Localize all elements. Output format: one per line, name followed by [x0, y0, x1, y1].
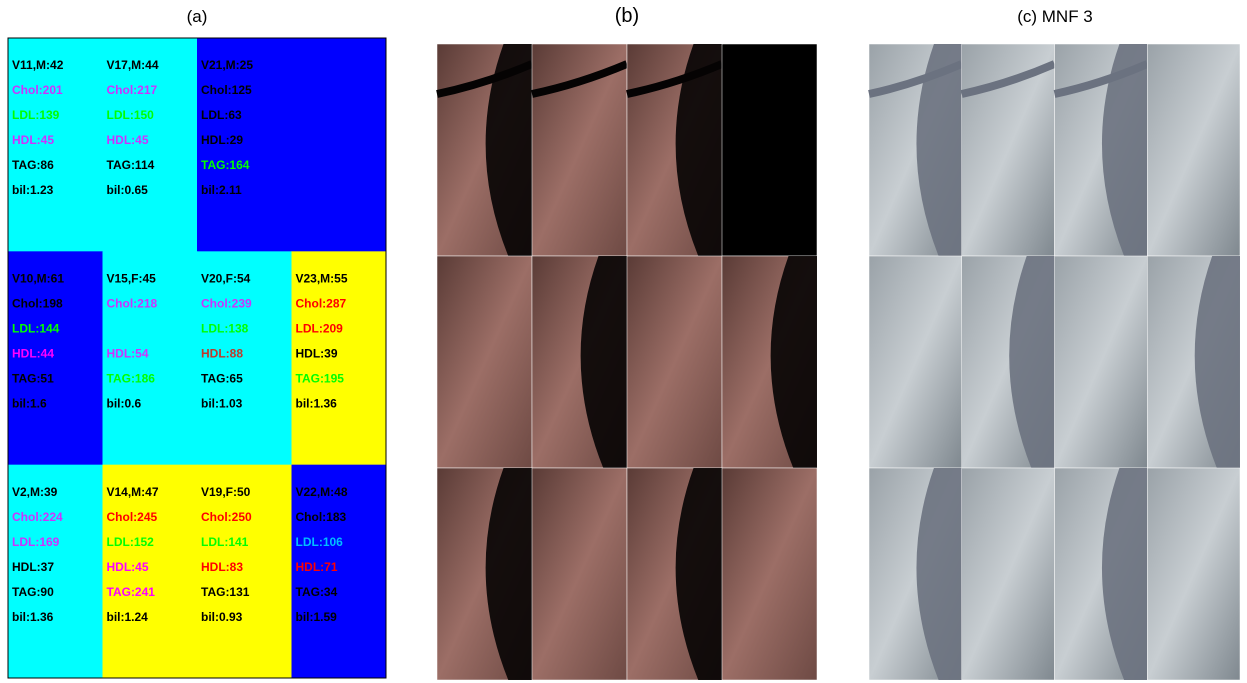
cell-text: V22,M:48: [296, 485, 348, 499]
image-tile: [1055, 256, 1148, 468]
image-tile: [437, 256, 532, 468]
cell-text: Chol:250: [201, 510, 252, 524]
cell-text: TAG:195: [296, 372, 345, 386]
cell-text: bil:0.65: [107, 183, 149, 197]
cell-text: HDL:44: [12, 347, 54, 361]
figure: (a) (b) (c) MNF 3 V11,M:42 Chol:201 LDL:13…: [0, 0, 1247, 683]
cell-text: HDL:54: [107, 347, 149, 361]
cell-text: TAG:164: [201, 158, 250, 172]
cell-text: V10,M:61: [12, 272, 64, 286]
cell-text: Chol:239: [201, 297, 252, 311]
cell-text: LDL:63: [201, 108, 242, 122]
panel-a: V11,M:42 Chol:201 LDL:139 HDL:45 TAG:86 bil:1…: [8, 38, 387, 679]
cell-text: HDL:45: [107, 133, 149, 147]
cell-text: TAG:131: [201, 585, 250, 599]
image-tile: [962, 468, 1055, 680]
image-tile: [1147, 468, 1240, 680]
cell-text: bil:1.03: [201, 397, 243, 411]
cell-text: TAG:90: [12, 585, 54, 599]
cell-text: bil:0.93: [201, 610, 243, 624]
cell-text: V20,F:54: [201, 272, 251, 286]
image-tile: [962, 44, 1055, 256]
cell-text: V19,F:50: [201, 485, 251, 499]
cell-text: HDL:45: [107, 560, 149, 574]
cell-text: bil:1.36: [296, 397, 338, 411]
cell-text: bil:1.23: [12, 183, 54, 197]
panel-title: (b): [615, 5, 639, 27]
cell-text: Chol:218: [107, 297, 158, 311]
cell-text: Chol:125: [201, 83, 252, 97]
cell-text: TAG:65: [201, 372, 243, 386]
image-tile: [627, 256, 722, 468]
cell-text: LDL:144: [12, 322, 60, 336]
cell-text: TAG:51: [12, 372, 54, 386]
cell-text: bil:1.36: [12, 610, 54, 624]
cell-text: TAG:86: [12, 158, 54, 172]
cell-text: TAG:186: [107, 372, 156, 386]
cell-text: LDL:138: [201, 322, 249, 336]
cell-text: LDL:150: [107, 108, 155, 122]
image-tile: [532, 468, 627, 680]
cell-text: bil:0.6: [107, 397, 142, 411]
cell-text: Chol:224: [12, 510, 63, 524]
panel-title: (a): [187, 7, 208, 26]
cell-text: HDL:39: [296, 347, 338, 361]
cell-text: V2,M:39: [12, 485, 58, 499]
cell-text: HDL:29: [201, 133, 243, 147]
cell-text: Chol:201: [12, 83, 63, 97]
cell-text: TAG:241: [107, 585, 156, 599]
cell: [292, 38, 387, 252]
cell-text: HDL:37: [12, 560, 54, 574]
cell-text: V11,M:42: [12, 58, 64, 72]
cell-text: LDL:169: [12, 535, 60, 549]
cell-text: LDL:106: [296, 535, 344, 549]
cell-text: V21,M:25: [201, 58, 253, 72]
cell-text: V14,M:47: [107, 485, 159, 499]
cell-text: LDL:141: [201, 535, 249, 549]
cell-text: Chol:287: [296, 297, 347, 311]
panel-b: [437, 44, 817, 680]
image-tile: [532, 44, 627, 256]
cell-text: Chol:198: [12, 297, 63, 311]
cell-text: bil:1.59: [296, 610, 338, 624]
cell-text: TAG:34: [296, 585, 338, 599]
cell-text: LDL:209: [296, 322, 344, 336]
image-tile: [1147, 44, 1240, 256]
cell-text: TAG:114: [107, 158, 155, 172]
cell-text: bil:2.11: [201, 183, 242, 197]
cell-text: HDL:71: [296, 560, 338, 574]
panel-title: (c) MNF 3: [1017, 7, 1093, 26]
cell-text: V23,M:55: [296, 272, 348, 286]
cell-text: Chol:183: [296, 510, 347, 524]
cell-text: HDL:88: [201, 347, 243, 361]
cell-text: V15,F:45: [107, 272, 157, 286]
cell-text: bil:1.24: [107, 610, 149, 624]
cell-text: Chol:245: [107, 510, 158, 524]
image-tile: [722, 468, 817, 680]
cell-text: bil:1.6: [12, 397, 47, 411]
cell-text: Chol:217: [107, 83, 158, 97]
cell-text: V17,M:44: [107, 58, 159, 72]
cell-text: LDL:152: [107, 535, 155, 549]
image-tile: [722, 44, 817, 256]
cell-text: HDL:83: [201, 560, 243, 574]
image-tile: [869, 256, 962, 468]
cell-text: HDL:45: [12, 133, 54, 147]
panel-c: [869, 44, 1240, 680]
cell-text: LDL:139: [12, 108, 60, 122]
